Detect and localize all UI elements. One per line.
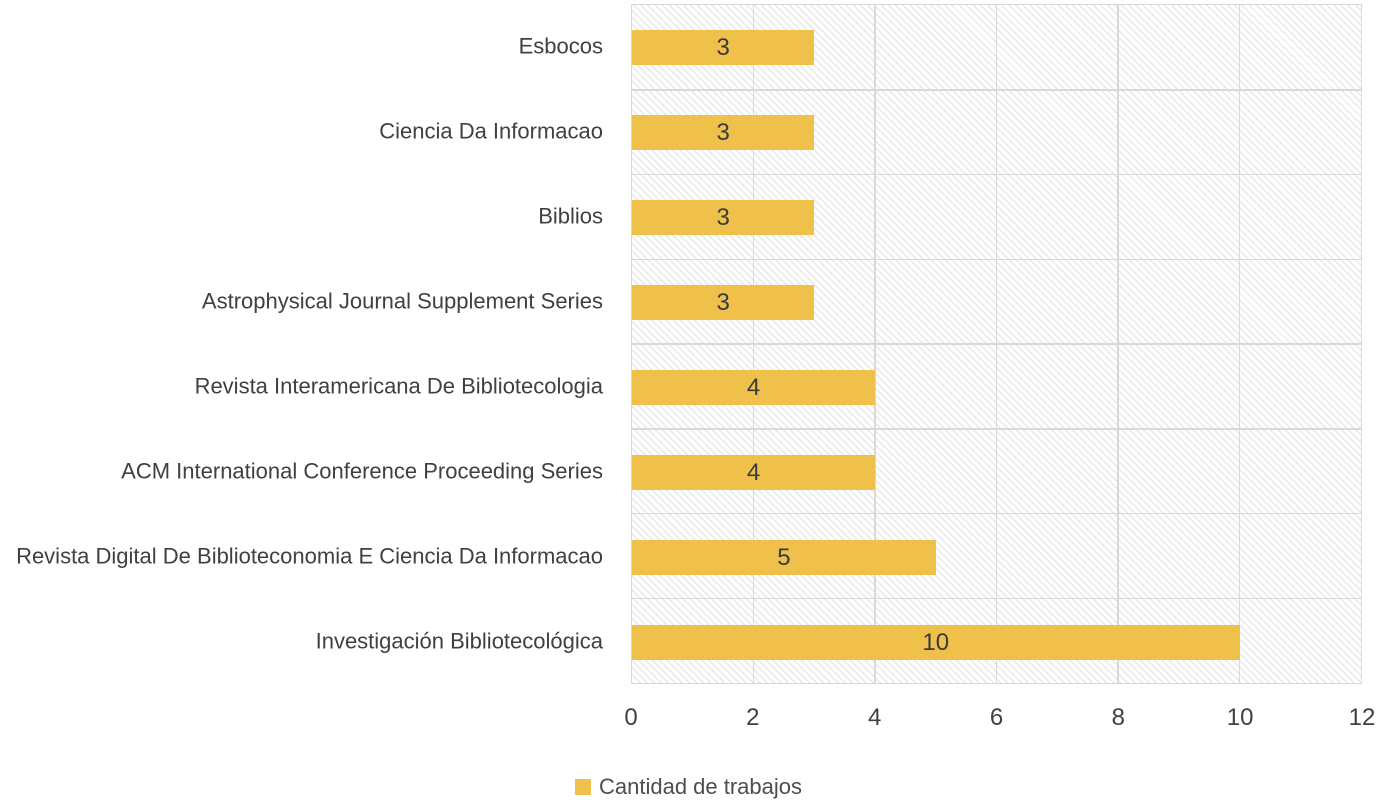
- bar: 4: [632, 370, 875, 405]
- bar: 3: [632, 285, 815, 320]
- category-band-separator: [632, 258, 1361, 260]
- category-label: Revista Digital De Biblioteconomia E Cie…: [0, 541, 603, 572]
- category-band-separator: [632, 173, 1361, 176]
- category-label: ACM International Conference Proceeding …: [0, 456, 603, 487]
- x-axis-tick-label: 2: [746, 704, 760, 731]
- bar-data-label: 4: [746, 458, 761, 486]
- category-label-text: Investigación Bibliotecológica: [315, 628, 603, 654]
- bar: 3: [632, 200, 815, 235]
- category-band-separator: [632, 512, 1361, 515]
- bar: 3: [632, 115, 815, 150]
- bar: 3: [632, 30, 815, 65]
- category-label-text: ACM International Conference Proceeding …: [121, 458, 603, 484]
- x-axis-tick-label: 4: [867, 704, 882, 731]
- category-label: Astrophysical Journal Supplement Series: [0, 286, 603, 317]
- bar-data-label: 5: [777, 543, 791, 571]
- bar-data-label: 3: [716, 203, 730, 231]
- x-axis-tick-label: 0: [624, 704, 638, 731]
- category-label: Biblios: [0, 201, 603, 232]
- category-label: Revista Interamericana De Bibliotecologi…: [0, 371, 603, 402]
- category-band-separator: [632, 343, 1361, 345]
- category-label-text: Biblios: [538, 203, 603, 229]
- category-label-text: Esbocos: [518, 33, 603, 59]
- plot-area: 3 3 3 3 4 4 5 10: [631, 4, 1362, 684]
- x-axis-tick-label: 6: [989, 704, 1004, 731]
- category-label: Ciencia Da Informacao: [0, 116, 603, 147]
- bar-data-label: 4: [746, 373, 761, 401]
- category-label-text: Revista Digital De Biblioteconomia E Cie…: [16, 543, 603, 569]
- x-axis-tick-label: 12: [1348, 704, 1376, 731]
- category-label-text: Astrophysical Journal Supplement Series: [201, 288, 603, 314]
- bar-data-label: 3: [716, 33, 730, 61]
- bar-data-label: 10: [922, 628, 950, 656]
- bar-data-label: 3: [716, 118, 730, 146]
- category-label-text: Revista Interamericana De Bibliotecologi…: [194, 373, 603, 399]
- category-label-text: Ciencia Da Informacao: [379, 118, 603, 144]
- category-label: Esbocos: [0, 31, 603, 62]
- legend: Cantidad de trabajos: [0, 774, 1377, 800]
- category-band-separator: [632, 428, 1361, 430]
- legend-swatch-icon: [574, 779, 591, 796]
- bar: 5: [632, 540, 936, 575]
- legend-label: Cantidad de trabajos: [598, 774, 803, 799]
- x-axis-tick-label: 8: [1111, 704, 1126, 731]
- bar: 10: [632, 625, 1240, 660]
- category-band-separator: [632, 89, 1361, 91]
- category-label: Investigación Bibliotecológica: [0, 626, 603, 657]
- category-band-separator: [632, 597, 1361, 599]
- bar-data-label: 3: [716, 288, 730, 316]
- x-axis-tick-label: 10: [1226, 704, 1254, 731]
- bar: 4: [632, 455, 875, 490]
